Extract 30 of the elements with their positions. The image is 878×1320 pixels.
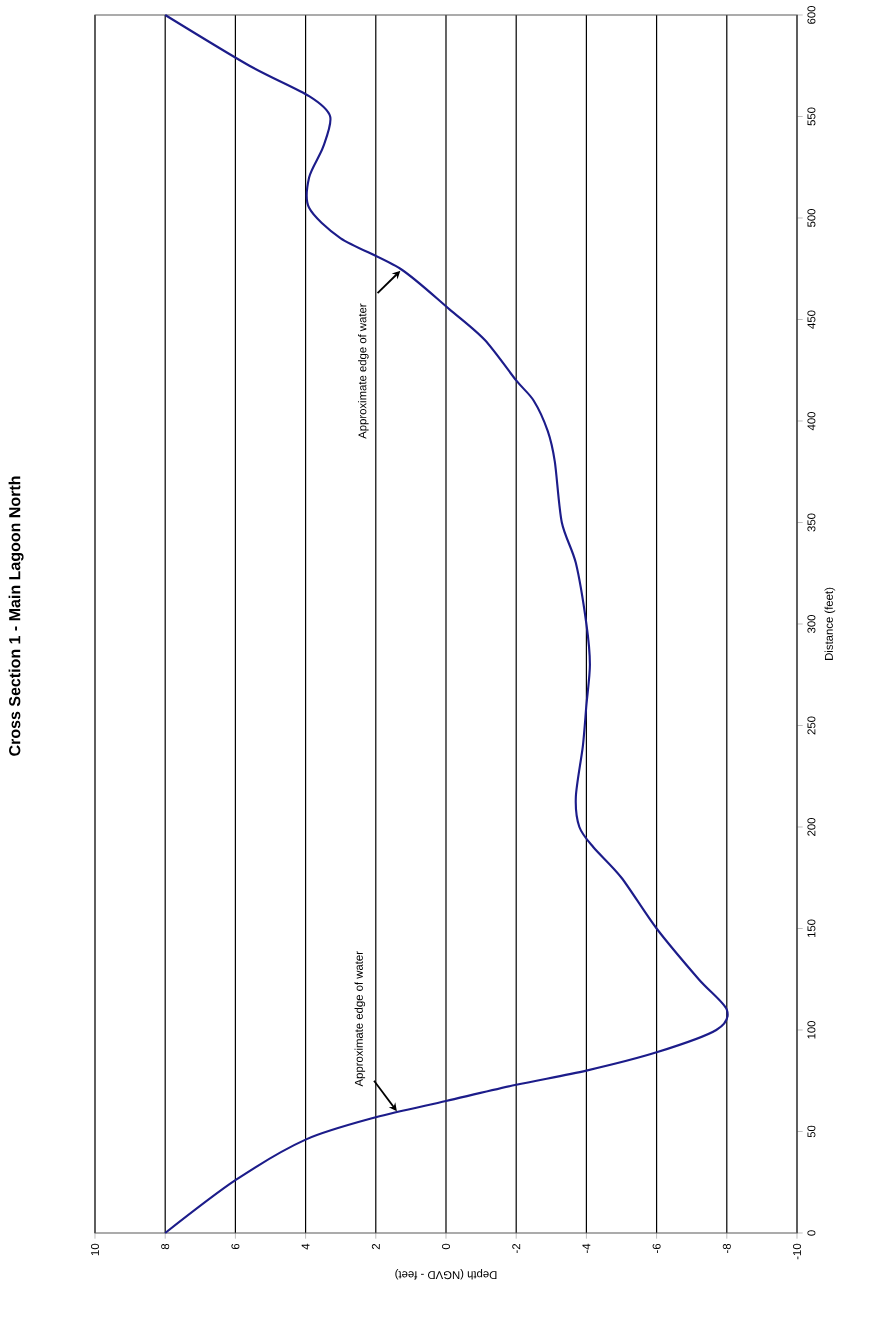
- y-tick-label: 0: [807, 1230, 816, 1236]
- x-axis-title: Depth (NGVD - feet): [395, 1268, 497, 1280]
- x-tick-label: -6: [652, 1243, 661, 1253]
- y-tick-label: 150: [807, 919, 816, 938]
- x-tick-label: -2: [512, 1243, 521, 1253]
- x-tick-label: 10: [90, 1243, 99, 1256]
- x-tick-label: 8: [161, 1243, 170, 1250]
- x-tick-label: 4: [301, 1243, 310, 1250]
- x-tick-label: 6: [231, 1243, 240, 1250]
- line-series: [164, 13, 729, 1235]
- y-tick-label: 550: [807, 107, 816, 126]
- y-tick-label: 500: [807, 208, 816, 227]
- text: Cross Section 1 - Main Lagoon North: [8, 476, 24, 756]
- x-tick-label: -4: [582, 1243, 591, 1253]
- annotation: Approximate edge of water: [354, 951, 366, 1087]
- y-tick-label: 450: [807, 310, 816, 329]
- y-tick-label: 100: [807, 1021, 816, 1039]
- y-tick-label: 200: [807, 817, 816, 836]
- x-tick-label: -10: [792, 1243, 801, 1260]
- y-tick-label: 400: [807, 411, 816, 431]
- y-axis-title: Distance (feet): [824, 587, 836, 660]
- y-tick-label: 350: [807, 513, 816, 532]
- annotation: Approximate edge of water: [358, 303, 369, 439]
- y-tick-label: 600: [807, 5, 816, 24]
- x-tick-label: 2: [371, 1243, 380, 1250]
- y-tick-label: 50: [807, 1125, 816, 1138]
- y-tick-label: 250: [807, 716, 816, 735]
- x-tick-label: 0: [441, 1243, 450, 1250]
- x-tick-label: -8: [722, 1243, 731, 1253]
- y-tick-label: 300: [807, 614, 816, 634]
